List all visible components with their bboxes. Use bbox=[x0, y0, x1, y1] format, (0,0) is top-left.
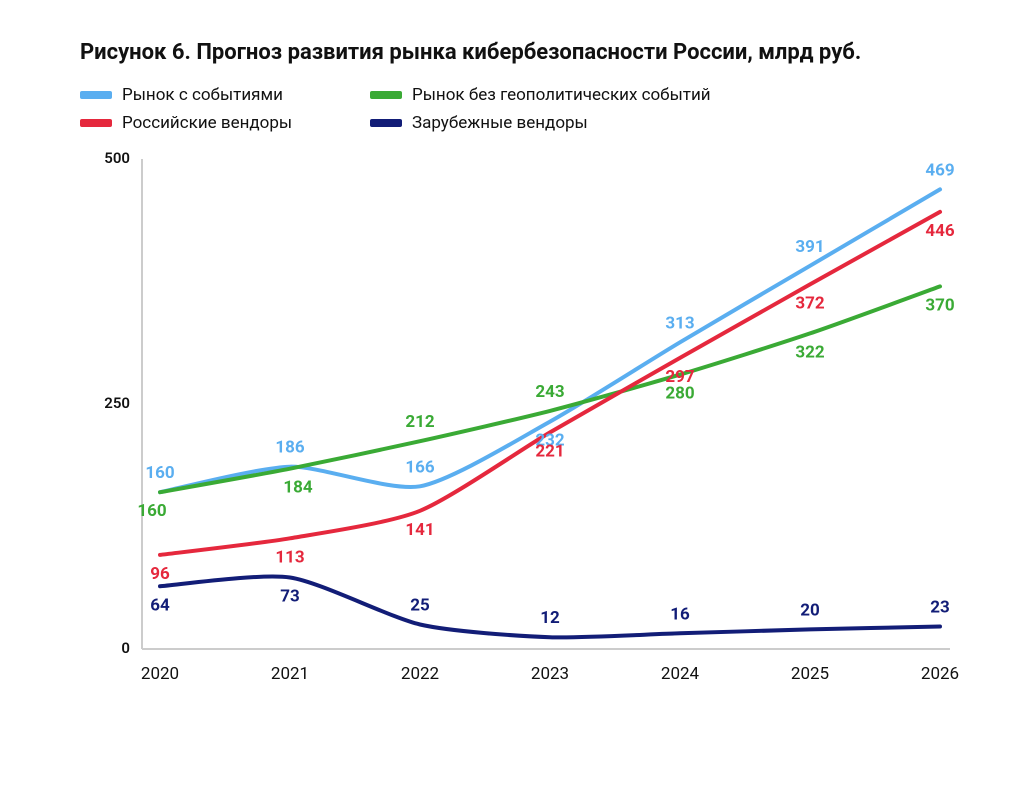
legend-item-no-events: Рынок без геополитических событий bbox=[370, 85, 968, 105]
figure-wrap: Рисунок 6. Прогноз развития рынка киберб… bbox=[0, 0, 1018, 804]
value-label-russian: 113 bbox=[275, 547, 304, 567]
value-label-foreign: 73 bbox=[280, 586, 300, 606]
legend-label-no-events: Рынок без геополитических событий bbox=[412, 85, 711, 105]
value-label-russian: 141 bbox=[405, 520, 434, 540]
value-label-russian: 96 bbox=[150, 564, 170, 584]
value-label-with_events: 391 bbox=[795, 237, 824, 257]
value-label-no_events: 160 bbox=[137, 501, 166, 521]
swatch-no-events bbox=[370, 91, 402, 99]
y-tick-label: 250 bbox=[104, 394, 130, 412]
value-label-foreign: 64 bbox=[150, 595, 170, 615]
value-label-foreign: 12 bbox=[540, 608, 560, 628]
value-label-no_events: 243 bbox=[535, 382, 564, 402]
value-label-no_events: 184 bbox=[283, 478, 313, 498]
value-label-russian: 297 bbox=[665, 367, 695, 387]
value-label-foreign: 20 bbox=[800, 600, 820, 620]
value-label-russian: 446 bbox=[925, 221, 955, 241]
chart-title: Рисунок 6. Прогноз развития рынка киберб… bbox=[80, 40, 968, 65]
value-label-with_events: 186 bbox=[275, 438, 305, 458]
value-label-with_events: 469 bbox=[925, 160, 954, 180]
value-label-with_events: 166 bbox=[405, 457, 435, 477]
x-tick-label: 2026 bbox=[921, 664, 959, 684]
value-label-russian: 221 bbox=[535, 441, 564, 461]
x-tick-label: 2025 bbox=[791, 664, 829, 684]
swatch-foreign bbox=[370, 119, 402, 127]
x-tick-label: 2023 bbox=[531, 664, 569, 684]
legend-item-russian: Российские вендоры bbox=[80, 113, 360, 133]
line-chart: 0250500202020212022202320242025202616018… bbox=[80, 149, 960, 709]
x-tick-label: 2024 bbox=[661, 664, 700, 684]
series-line-foreign bbox=[160, 577, 940, 638]
y-tick-label: 500 bbox=[104, 149, 130, 167]
x-tick-label: 2022 bbox=[401, 664, 439, 684]
value-label-foreign: 16 bbox=[670, 604, 690, 624]
y-tick-label: 0 bbox=[121, 639, 130, 657]
legend-item-foreign: Зарубежные вендоры bbox=[370, 113, 968, 133]
value-label-with_events: 313 bbox=[665, 313, 694, 333]
x-tick-label: 2020 bbox=[141, 664, 179, 684]
chart-area: 0250500202020212022202320242025202616018… bbox=[80, 149, 968, 709]
x-tick-label: 2021 bbox=[271, 664, 309, 684]
value-label-with_events: 160 bbox=[145, 463, 174, 483]
legend-label-foreign: Зарубежные вендоры bbox=[412, 113, 588, 133]
value-label-no_events: 212 bbox=[405, 412, 435, 432]
value-label-foreign: 23 bbox=[930, 597, 950, 617]
value-label-russian: 372 bbox=[795, 293, 825, 313]
legend: Рынок с событиями Рынок без геополитичес… bbox=[80, 85, 968, 133]
swatch-russian bbox=[80, 119, 112, 127]
value-label-foreign: 25 bbox=[410, 596, 430, 616]
value-label-no_events: 322 bbox=[795, 342, 825, 362]
legend-label-russian: Российские вендоры bbox=[122, 113, 292, 133]
legend-label-with-events: Рынок с событиями bbox=[122, 85, 283, 105]
legend-item-with-events: Рынок с событиями bbox=[80, 85, 360, 105]
value-label-no_events: 370 bbox=[925, 295, 954, 315]
swatch-with-events bbox=[80, 91, 112, 99]
